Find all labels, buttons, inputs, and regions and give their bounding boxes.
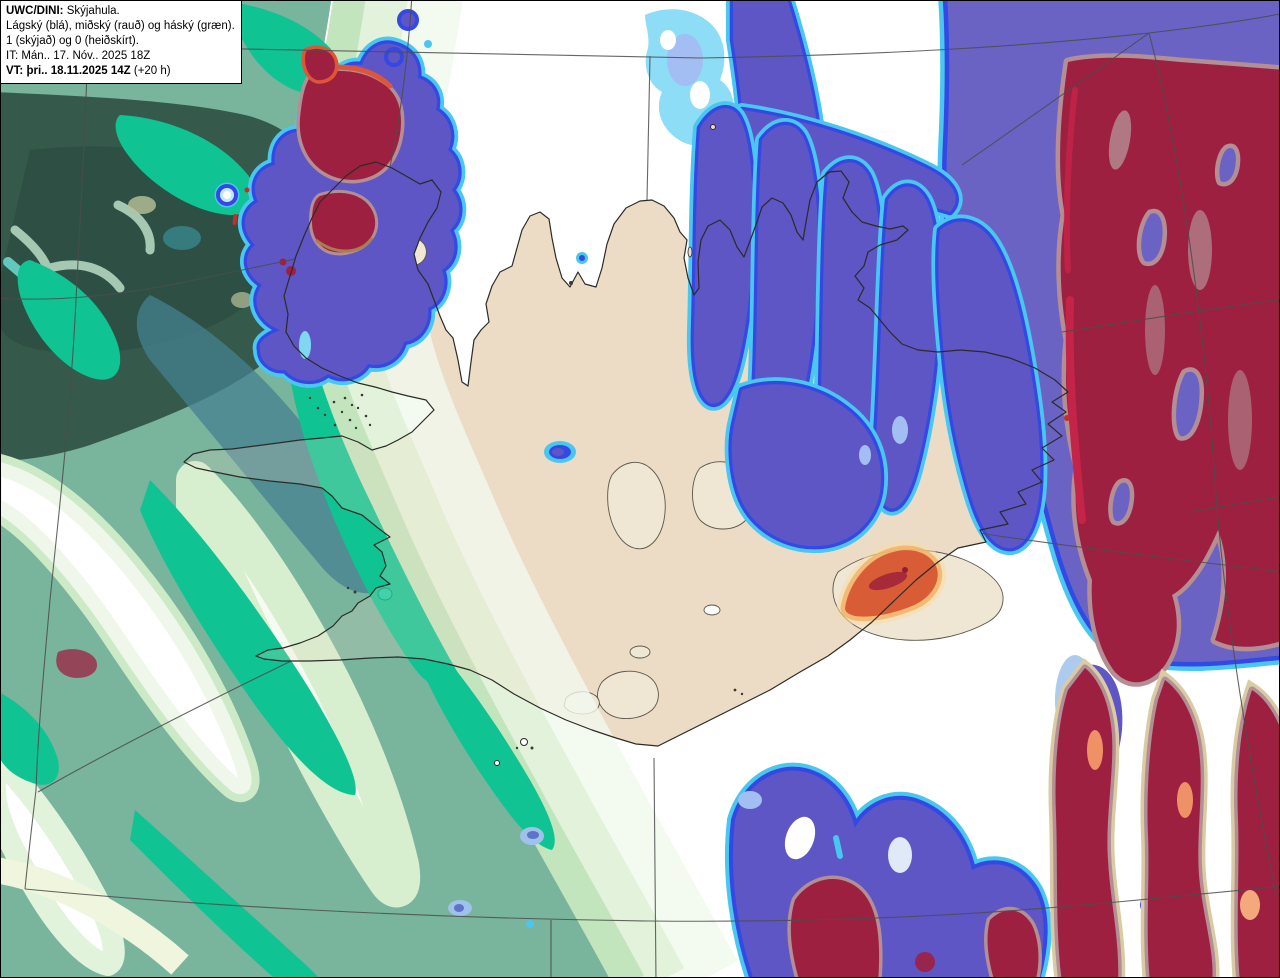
model-name: UWC/DINI: xyxy=(6,5,64,17)
legend-line-scale: 1 (skýjað) og 0 (heiðskírt). xyxy=(6,35,139,47)
legend-line-init-time: IT: Mán.. 17. Nóv.. 2025 18Z xyxy=(6,50,151,62)
mid-cloud-speck-west xyxy=(56,649,98,678)
valid-time: VT: þri.. 18.11.2025 14Z xyxy=(6,65,131,77)
mid-cloud-fingers xyxy=(1056,668,1280,978)
legend-box: UWC/DINI: Skýjahula. Lágský (blá), miðsk… xyxy=(0,0,242,84)
legend-line-model: UWC/DINI: Skýjahula. xyxy=(6,4,235,19)
islands xyxy=(308,124,744,766)
parameter-name: Skýjahula. xyxy=(63,5,120,17)
low-cloud-bottom-blobs xyxy=(733,771,1044,978)
lead-time: (+20 h) xyxy=(130,65,171,77)
mid-cloud-streak-southeast xyxy=(845,550,938,616)
legend-line-levels: Lágský (blá), miðský (rauð) og háský (gr… xyxy=(6,20,235,32)
mid-cloud-east-mass xyxy=(1060,57,1280,683)
legend-line-valid-time: VT: þri.. 18.11.2025 14Z (+20 h) xyxy=(6,64,235,79)
